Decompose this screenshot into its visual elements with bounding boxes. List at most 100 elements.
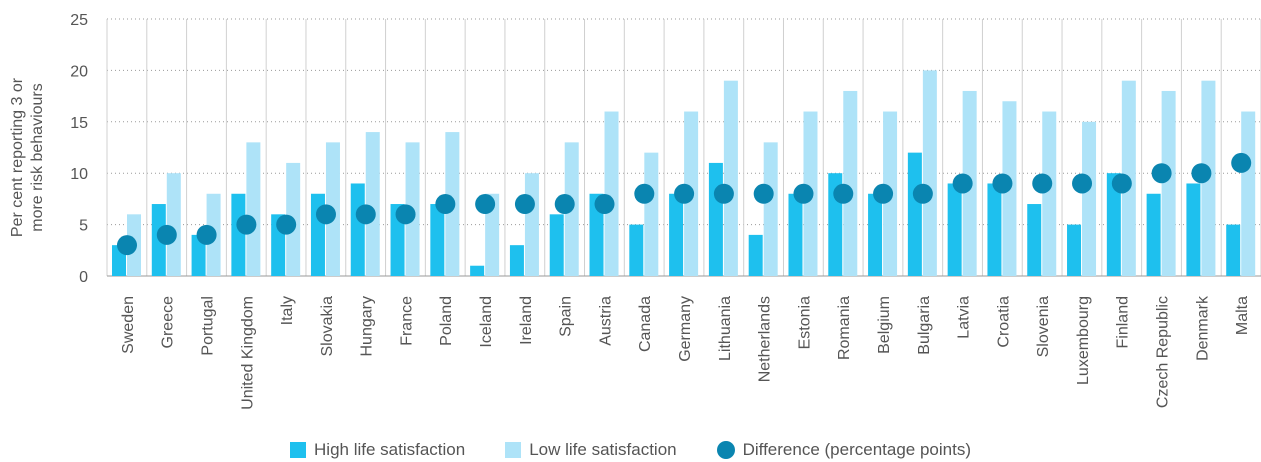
x-tick-label: Bulgaria [916, 296, 933, 355]
bar-high-satisfaction [470, 265, 485, 276]
bar-low-satisfaction [922, 70, 937, 277]
point-difference [156, 224, 177, 245]
point-difference [634, 183, 655, 204]
y-tick-label: 20 [70, 63, 88, 80]
bar-low-satisfaction [365, 132, 380, 276]
x-tick-label: Portugal [199, 296, 216, 356]
point-difference [992, 173, 1013, 194]
point-difference [355, 204, 376, 225]
x-tick-label: Canada [637, 296, 654, 352]
bar-low-satisfaction [1082, 121, 1097, 276]
y-tick-label: 15 [70, 115, 88, 132]
bar-high-satisfaction [589, 193, 604, 276]
bar-high-satisfaction [1106, 173, 1121, 276]
bar-high-satisfaction [191, 234, 206, 276]
legend-item-high: High life satisfaction [290, 438, 465, 462]
legend-swatch-low [505, 442, 522, 458]
legend-swatch-diff [716, 441, 735, 459]
bar-high-satisfaction [1027, 204, 1042, 276]
bar-high-satisfaction [350, 183, 365, 276]
point-difference [1032, 173, 1053, 194]
point-difference [1151, 163, 1172, 184]
point-difference [196, 224, 217, 245]
bar-low-satisfaction [843, 90, 858, 277]
bar-low-satisfaction [723, 80, 738, 277]
point-difference [793, 183, 814, 204]
bar-low-satisfaction [763, 142, 778, 276]
x-tick-label: Finland [1115, 296, 1132, 348]
y-tick-label: 10 [70, 166, 88, 183]
x-tick-label: Malta [1234, 296, 1251, 335]
bar-high-satisfaction [669, 193, 684, 276]
point-difference [117, 235, 137, 256]
bar-high-satisfaction [1146, 193, 1161, 276]
x-tick-label: Spain [558, 296, 575, 337]
x-tick-label: Austria [597, 296, 614, 346]
x-tick-label: Estonia [796, 296, 813, 349]
point-difference [674, 183, 695, 204]
chart: 0 5 10 15 20 25 Sweden Greece Portugal United Kin… [9, 12, 1261, 410]
point-difference [1111, 173, 1132, 194]
bar-high-satisfaction [1067, 224, 1082, 276]
point-difference [395, 204, 416, 225]
bar-high-satisfaction [868, 193, 883, 276]
y-axis-title-line-2: more risk behaviours [29, 83, 46, 232]
x-tick-label: Lithuania [717, 296, 734, 361]
bar-high-satisfaction [788, 193, 803, 276]
x-tick-label: Hungary [359, 296, 376, 356]
point-difference [435, 194, 456, 215]
y-tick-label: 0 [79, 269, 88, 286]
bar-high-satisfaction [1186, 183, 1201, 276]
legend-swatch-high [290, 442, 307, 458]
x-tick-label: France [398, 296, 415, 346]
x-tick-label: Iceland [478, 296, 495, 348]
point-difference [952, 173, 973, 194]
x-tick-label: Romania [836, 296, 853, 360]
x-tick-label: Poland [438, 296, 455, 346]
x-tick-label: Ireland [518, 296, 535, 345]
bar-low-satisfaction [1241, 111, 1256, 277]
point-difference [1191, 163, 1212, 184]
point-difference [753, 183, 774, 204]
point-difference [475, 194, 496, 215]
bar-high-satisfaction [430, 204, 445, 276]
point-difference [315, 204, 336, 225]
bar-low-satisfaction [246, 142, 261, 276]
legend-label-high: High life satisfaction [314, 440, 466, 459]
bar-low-satisfaction [604, 111, 619, 277]
point-difference [713, 183, 734, 204]
point-difference [276, 214, 297, 235]
bar-low-satisfaction [1042, 111, 1057, 277]
bar-high-satisfaction [907, 152, 922, 276]
bar-low-satisfaction [644, 152, 659, 276]
bar-low-satisfaction [1161, 90, 1176, 277]
point-difference [514, 194, 535, 215]
legend-item-diff: Difference (percentage points) [716, 438, 971, 462]
bar-low-satisfaction [524, 173, 539, 276]
x-tick-label: Slovakia [319, 296, 336, 357]
bar-low-satisfaction [166, 173, 181, 276]
point-difference [1072, 173, 1093, 194]
point-difference [1231, 152, 1252, 173]
y-axis-title-line-1: Per cent reporting 3 or [9, 77, 26, 237]
x-tick-label: Czech Republic [1155, 296, 1172, 408]
legend: High life satisfaction Low life satisfac… [0, 438, 1261, 462]
x-tick-label: Germany [677, 296, 694, 362]
bar-high-satisfaction [708, 162, 723, 276]
x-tick-label: Italy [279, 296, 296, 325]
bar-high-satisfaction [748, 234, 763, 276]
x-tick-label: Belgium [876, 296, 893, 354]
bar-high-satisfaction [1226, 224, 1241, 276]
y-tick-label: 5 [79, 218, 88, 235]
point-difference [873, 183, 894, 204]
point-difference [554, 194, 575, 215]
x-tick-label: Denmark [1194, 295, 1211, 361]
bar-high-satisfaction [947, 183, 962, 276]
x-tick-label: Sweden [120, 296, 137, 354]
x-tick-label: Netherlands [757, 296, 774, 382]
legend-label-diff: Difference (percentage points) [742, 440, 971, 459]
point-difference [912, 183, 933, 204]
legend-label-low: Low life satisfaction [529, 440, 677, 459]
x-tick-label: Greece [160, 296, 177, 349]
point-difference [236, 214, 257, 235]
